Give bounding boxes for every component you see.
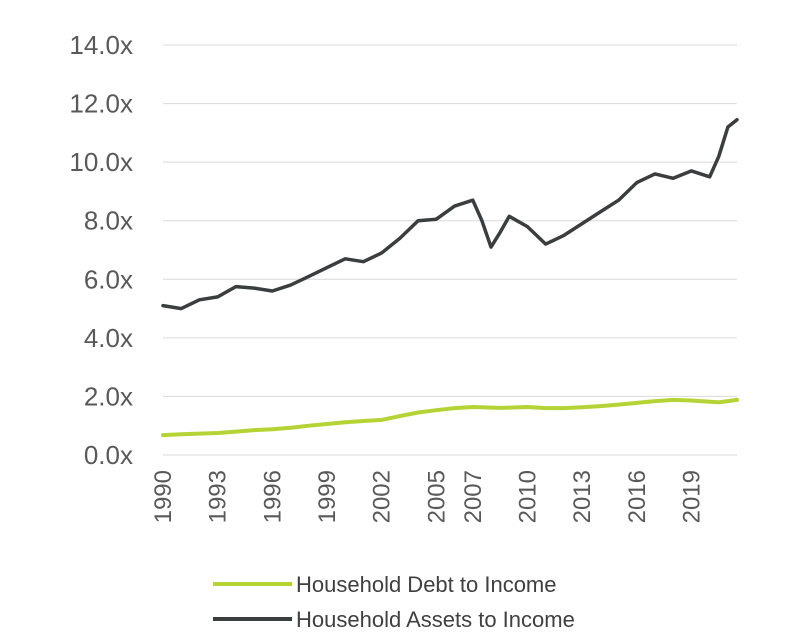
y-tick-label: 10.0x [69, 147, 133, 177]
x-tick-label: 1990 [150, 470, 177, 523]
x-tick-label: 1996 [259, 470, 286, 523]
plot-area [161, 117, 739, 438]
y-tick-label: 2.0x [84, 381, 133, 411]
x-tick-label: 2013 [569, 470, 596, 523]
y-tick-label: 0.0x [84, 440, 133, 470]
legend-label: Household Assets to Income [296, 607, 575, 632]
x-tick-label: 1999 [314, 470, 341, 523]
gridlines [163, 44, 737, 456]
series-line [161, 117, 739, 311]
legend: Household Debt to Income Household Assets… [213, 572, 575, 632]
y-tick-label: 12.0x [69, 89, 133, 119]
x-tick-label: 2002 [369, 470, 396, 523]
legend-label: Household Debt to Income [296, 572, 557, 597]
series-line [161, 397, 739, 438]
x-tick-label: 2010 [514, 470, 541, 523]
x-tick-label: 1993 [205, 470, 232, 523]
y-axis: 0.0x 2.0x 4.0x 6.0x 8.0x 10.0x 12.0x 14.0x [69, 30, 133, 470]
x-tick-label: 2005 [423, 470, 450, 523]
x-tick-label: 2007 [460, 470, 487, 523]
x-axis: 1990 1993 1996 1999 2002 2005 2007 2010 2013 2016… [150, 470, 705, 523]
y-tick-label: 14.0x [69, 30, 133, 60]
x-tick-label: 2019 [678, 470, 705, 523]
y-tick-label: 8.0x [84, 206, 133, 236]
x-tick-label: 2016 [624, 470, 651, 523]
y-tick-label: 4.0x [84, 323, 133, 353]
y-tick-label: 6.0x [84, 264, 133, 294]
